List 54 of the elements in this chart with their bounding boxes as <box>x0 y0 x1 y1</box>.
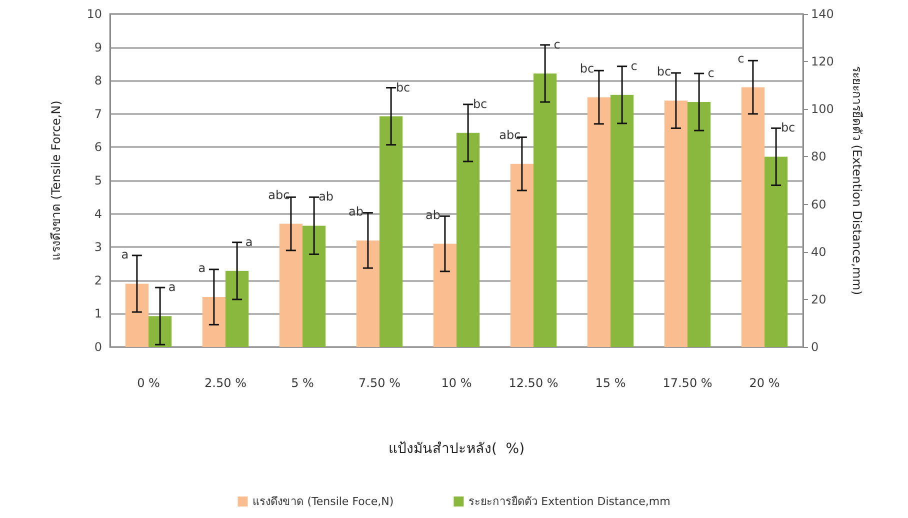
bar <box>456 132 480 347</box>
y2-tick-label: 20 <box>811 292 826 306</box>
data-label: ab <box>425 208 440 222</box>
data-label: c <box>630 58 638 73</box>
y2-tick-label: 40 <box>811 244 826 259</box>
data-label: a <box>245 234 253 249</box>
y2-tick-label: 100 <box>811 102 834 116</box>
y-tick-label: 8 <box>94 74 102 88</box>
y-tick-label: 3 <box>94 240 102 254</box>
y-tick-label: 10 <box>86 7 102 21</box>
y-tick-label: 0 <box>94 340 102 354</box>
y2-tick-label: 140 <box>811 7 834 21</box>
data-label: c <box>554 37 560 52</box>
data-label: a <box>121 248 129 262</box>
y2-tick-label: 120 <box>811 54 834 69</box>
data-label: bc <box>472 96 488 111</box>
x-tick-label: 17.50 % <box>662 376 712 390</box>
data-label: bc <box>656 64 672 79</box>
data-label: a <box>198 261 206 276</box>
legend-label: แรงดึงขาด (Tensile Foce,N) <box>252 495 394 508</box>
y2-tick-label: 0 <box>811 340 819 354</box>
data-label: c <box>708 66 714 80</box>
y2-tick-label: 60 <box>811 197 826 212</box>
data-label: abc <box>499 128 521 142</box>
x-tick-label: 5 % <box>291 376 314 390</box>
bar <box>380 116 403 347</box>
bar <box>125 284 148 347</box>
x-tick-label: 0 % <box>137 376 160 390</box>
data-label: a <box>168 280 176 294</box>
y-tick-label: 1 <box>94 306 102 321</box>
y2-tick-label: 80 <box>811 150 826 164</box>
legend-label: ระยะการยืดตัว Extention Distance,mm <box>468 495 670 508</box>
x-tick-label: 7.50 % <box>358 376 400 390</box>
y-tick-label: 4 <box>94 206 102 221</box>
y-tick-label: 5 <box>94 174 102 188</box>
data-label: c <box>738 51 744 66</box>
y-tick-label: 9 <box>94 40 102 54</box>
x-tick-label: 2.50 % <box>204 376 246 390</box>
data-label: bc <box>580 61 594 76</box>
x-tick-label: 20 % <box>749 376 780 390</box>
data-label: abc <box>268 188 290 202</box>
x-tick-label: 15 % <box>595 376 626 390</box>
y2-axis-title: ระยะการยืดตัว (Extention Distance,mm) <box>850 66 864 296</box>
data-label: ab <box>318 190 334 204</box>
x-tick-label: 12.50 % <box>508 376 558 390</box>
y-tick-label: 2 <box>94 273 102 288</box>
x-tick-label: 10 % <box>441 376 472 390</box>
data-label: bc <box>396 80 410 94</box>
x-axis-title: แป้งมันสำปะหลัง( %) <box>388 441 525 457</box>
data-label: ab <box>348 204 364 218</box>
y-tick-label: 7 <box>94 106 102 121</box>
y-tick-label: 6 <box>94 140 102 154</box>
y-axis-title: แรงดึงขาด (Tensile Force,N) <box>49 100 63 260</box>
data-label: bc <box>780 120 796 135</box>
